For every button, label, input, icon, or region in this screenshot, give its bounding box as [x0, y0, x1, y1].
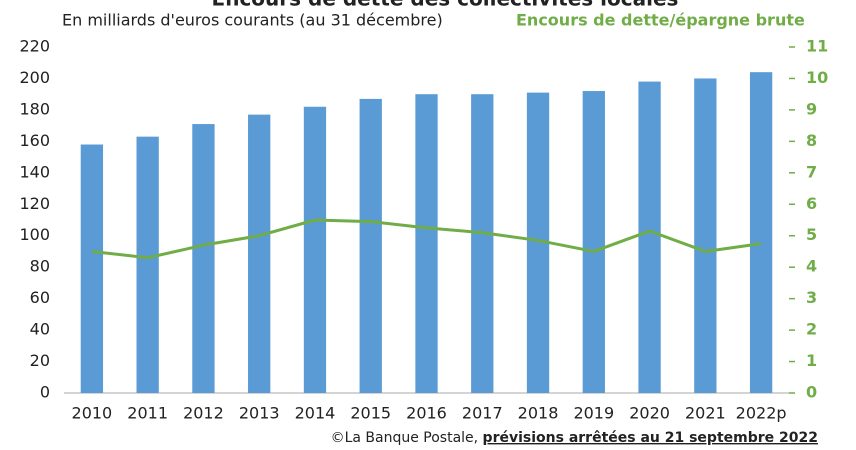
x-tick-label: 2018	[518, 404, 559, 423]
chart-title: Encours de dette des collectivités local…	[212, 0, 679, 11]
bar	[136, 136, 159, 394]
x-tick-label: 2020	[629, 404, 670, 423]
y2-tick-label: 11	[806, 37, 828, 56]
bar	[303, 106, 327, 393]
x-tick-label: 2016	[406, 404, 447, 423]
x-tick-label: 2012	[183, 404, 224, 423]
x-tick-label: 2010	[72, 404, 113, 423]
bar	[359, 98, 382, 394]
bar	[192, 124, 215, 394]
x-tick-label: 2015	[350, 404, 391, 423]
y-tick-label: 180	[19, 99, 50, 118]
bar	[415, 94, 438, 393]
y2-tick-label: 7	[806, 162, 817, 181]
bar	[248, 114, 271, 394]
line	[91, 218, 762, 260]
legend-entry: Encours de dette/épargne brute	[516, 11, 805, 30]
bar	[526, 92, 550, 393]
x-tick-label: 2017	[462, 404, 503, 423]
y2-tick-label: 8	[806, 131, 817, 150]
y-tick-label: 100	[19, 225, 50, 244]
y-tick-label: 140	[19, 162, 50, 181]
y-tick-label: 80	[30, 257, 50, 276]
y-tick-label: 40	[30, 320, 50, 339]
y2-tick-label: 10	[806, 68, 828, 87]
bar	[638, 81, 661, 393]
y-tick-label: 200	[19, 68, 50, 87]
y2-tick-label: 1	[806, 351, 817, 370]
y2-tick-label: 2	[806, 320, 817, 339]
y2-tick-label: 4	[806, 257, 817, 276]
y2-tick-label: 5	[806, 225, 817, 244]
x-tick-label: 2022p	[736, 404, 787, 423]
y-tick-label: 220	[19, 37, 50, 56]
chart-subtitle: En milliards d'euros courants (au 31 déc…	[62, 11, 443, 30]
y-tick-label: 60	[30, 288, 50, 307]
x-tick-label: 2014	[295, 404, 336, 423]
y-tick-label: 120	[19, 194, 50, 213]
x-tick-label: 2013	[239, 404, 280, 423]
y2-tick-label: 3	[806, 288, 817, 307]
bar	[471, 94, 494, 393]
bar	[749, 72, 773, 393]
y2-tick-label: 9	[806, 99, 817, 118]
x-tick-label: 2011	[127, 404, 168, 423]
y2-tick-label: 0	[806, 383, 817, 402]
note: prévisions arrêtées au 21 septembre 2022	[483, 430, 818, 446]
y-tick-label: 160	[19, 131, 50, 150]
bar	[80, 144, 104, 393]
x-tick-label: 2019	[573, 404, 614, 423]
x-tick-label: 2021	[685, 404, 726, 423]
bar	[582, 91, 605, 393]
y-tick-label: 20	[30, 351, 50, 370]
source: ©La Banque Postale,	[331, 430, 483, 446]
y-tick-label: 0	[40, 383, 50, 402]
footer: ©La Banque Postale, prévisions arrêtées …	[331, 430, 818, 446]
y2-tick-label: 6	[806, 194, 817, 213]
bar	[694, 78, 717, 394]
